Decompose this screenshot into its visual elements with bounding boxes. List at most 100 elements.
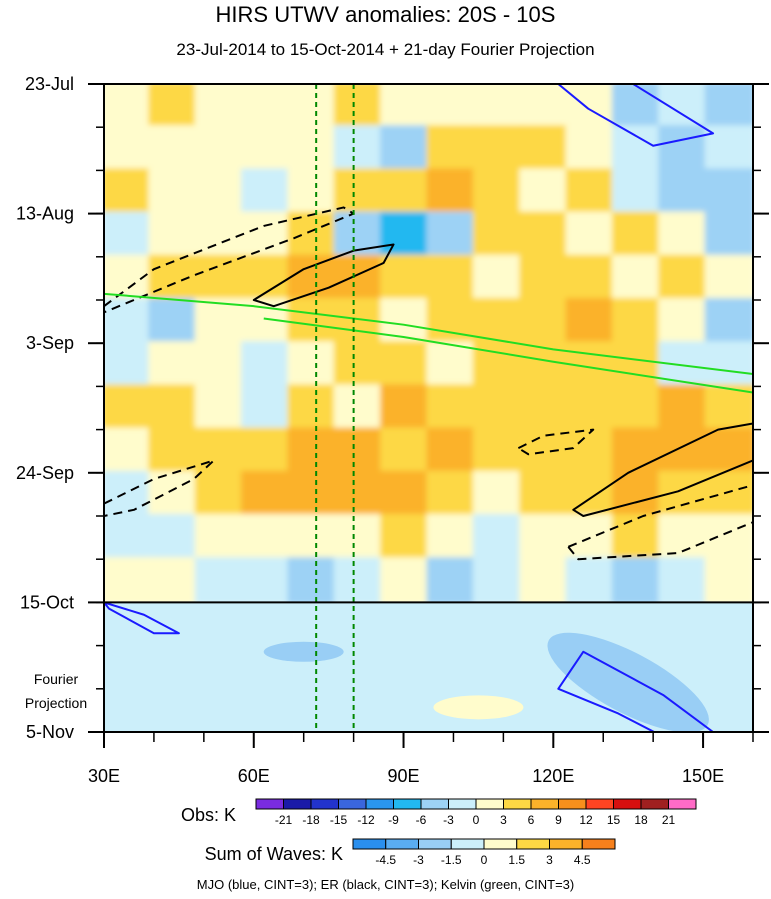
obs-colorbar-tick-label: 6 [528,813,535,827]
field-cell [333,84,385,130]
field-cell [519,168,570,216]
field-cell [611,384,663,432]
field-cell [704,341,753,389]
field-cell [380,84,431,130]
field-cell [148,298,199,346]
field-cell [241,254,292,302]
obs-colorbar-swatch [420,798,449,810]
obs-colorbar-swatch [310,798,339,810]
obs-colorbar-swatch [613,798,642,810]
obs-colorbar-tick-label: 3 [500,813,507,827]
waves-colorbar-tick-label: -1.5 [441,853,462,867]
field-cell [287,298,338,346]
field-cell [565,470,616,518]
obs-colorbar-swatch [365,798,394,810]
projection-negative-anomaly [547,632,709,732]
field-cell [287,168,338,216]
field-cell [241,557,292,605]
x-tick-label: 30E [88,766,120,786]
obs-colorbar-tick-label: 0 [473,813,480,827]
y-tick-label: 15-Oct [20,592,74,612]
field-cell [426,254,477,302]
field-cell [104,125,153,173]
field-cell [426,557,477,605]
waves-colorbar-tick-label: -4.5 [375,853,396,867]
waves-colorbar-label: Sum of Waves: K [205,844,343,864]
field-cell [472,254,524,302]
field-cell [104,470,153,518]
field-cell [104,298,153,346]
field-cell [287,470,338,518]
field-cell [565,254,616,302]
field-cell [658,168,709,216]
field-cell [194,384,246,432]
field-cell [519,341,570,389]
field-cell [241,470,292,518]
x-tick-label: 60E [238,766,270,786]
obs-colorbar-tick-label: -15 [330,813,348,827]
obs-colorbar-tick-label: -3 [443,813,454,827]
field-cell [426,384,477,432]
y-tick-label: 5-Nov [26,722,74,742]
field-cell [704,84,753,130]
field-cell [565,298,616,346]
field-cell [611,514,663,562]
field-cell [565,168,616,216]
field-cell [658,427,709,475]
legend-footer: MJO (blue, CINT=3); ER (black, CINT=3); … [196,877,575,892]
waves-colorbar-tick-label: 3 [546,853,553,867]
field-cell [658,298,709,346]
waves-colorbar-swatch [352,838,387,850]
field-cell [704,557,753,605]
field-cell [104,211,153,259]
colorbars: -21 -18 -15 -12 -9 -6 -3 0 3 6 9 12 15 18 21 Obs: K -4.5… [181,798,697,867]
field-cell [333,470,385,518]
field-cell [380,254,431,302]
field-cell [287,341,338,389]
field-cell [194,298,246,346]
field-cell [658,84,709,130]
waves-colorbar-swatch [581,838,616,850]
field-cell [148,514,199,562]
field-cell [519,427,570,475]
obs-colorbar-swatch [448,798,477,810]
field-cell [148,470,199,518]
field-cells [104,84,753,605]
obs-colorbar-label: Obs: K [181,805,236,825]
field-cell [287,384,338,432]
waves-colorbar-swatch [385,838,419,850]
field-cell [472,557,524,605]
waves-colorbar-tick-label: 4.5 [574,853,591,867]
field-cell [194,514,246,562]
field-cell [241,341,292,389]
plot-frame [103,83,754,733]
field-cell [704,168,753,216]
field-cell [380,341,431,389]
obs-colorbar-swatch [585,798,614,810]
kelvin-contour [104,292,753,376]
field-cell [148,84,199,130]
field-cell [287,125,338,173]
field-cell [611,298,663,346]
field-cell [472,211,524,259]
field-cell [519,254,570,302]
field-cell [519,84,570,130]
field-cell [104,84,153,130]
waves-colorbar-tick-label: -3 [413,853,424,867]
field-cell [704,298,753,346]
obs-colorbar-tick-label: -12 [357,813,375,827]
er-contour [572,422,753,517]
y-tick-label: 13-Aug [16,204,74,224]
obs-colorbar-tick-label: 12 [579,813,593,827]
obs-colorbar-tick-label: -6 [416,813,427,827]
waves-colorbar-swatch [549,838,583,850]
field-cell [426,514,477,562]
obs-colorbar-swatch [668,798,697,810]
field-cell [241,125,292,173]
reference-longitude-lines [315,84,355,732]
field-cell [472,427,524,475]
obs-colorbar-tick-label: 15 [607,813,621,827]
mjo-contour [104,601,180,635]
x-tick-label: 150E [682,766,724,786]
